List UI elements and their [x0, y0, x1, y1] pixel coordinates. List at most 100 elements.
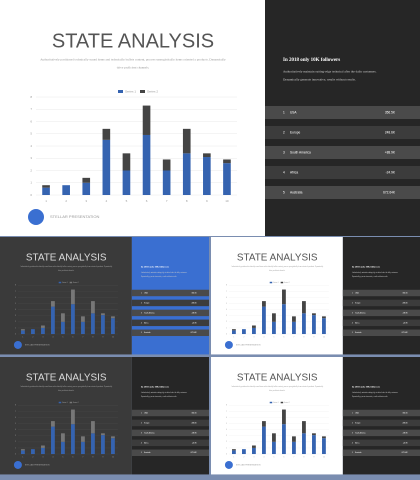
x-tick-label: 3	[43, 336, 44, 338]
table-row	[131, 319, 209, 327]
row-number: 5	[141, 332, 142, 334]
y-tick-label: 6	[226, 417, 227, 419]
x-tick-label: 4	[53, 336, 54, 338]
bar-segment	[282, 304, 286, 335]
bar-segment	[51, 426, 55, 455]
bar-segment	[62, 185, 70, 195]
row-name: USA	[290, 110, 297, 114]
bar-segment	[81, 316, 85, 322]
bar-segment	[203, 153, 211, 158]
panel-text: Dynamically generate innovative, results…	[283, 78, 356, 83]
bar-segment	[82, 182, 91, 195]
bar-segment	[162, 159, 171, 171]
bar-segment	[41, 447, 45, 455]
bar-segment	[223, 159, 231, 164]
y-tick-label: 5	[226, 303, 227, 305]
x-tick-label: 2	[244, 456, 245, 458]
row-value: -24.9K	[403, 442, 409, 444]
row-value: -24.9K	[192, 442, 198, 444]
row-value: +88.9K	[192, 432, 198, 434]
x-tick-label: 5	[126, 199, 128, 203]
table-row	[265, 186, 420, 199]
row-value: 356.5K	[403, 412, 409, 414]
panel-heading: In 2018 only 10K followers	[283, 58, 340, 63]
bar-segment	[322, 316, 326, 319]
bar-segment	[242, 329, 246, 335]
row-value: 356.5K	[385, 110, 396, 114]
y-tick-label: 7	[226, 291, 227, 293]
table-row	[131, 439, 209, 447]
legend-swatch	[58, 281, 62, 284]
row-name: Europe	[290, 130, 301, 134]
table-row	[342, 449, 420, 457]
brand-icon	[224, 460, 233, 469]
bar-segment	[302, 313, 306, 335]
bar-segment	[252, 325, 256, 328]
y-tick-label: 4	[226, 309, 227, 311]
row-value: 248.6K	[192, 302, 198, 304]
brand-icon	[13, 340, 22, 349]
bar-segment	[41, 327, 45, 335]
x-tick-label: 10	[112, 456, 114, 458]
table-row	[131, 429, 209, 437]
bar-segment	[272, 321, 276, 335]
y-tick-label: 2	[15, 321, 16, 323]
bar-segment	[302, 433, 306, 455]
bar-segment	[262, 426, 266, 455]
bar-segment	[21, 449, 25, 451]
bar-segment	[292, 441, 296, 455]
bar-segment	[31, 329, 35, 335]
slide-title: STATE ANALYSIS	[237, 253, 318, 264]
x-tick-label: 8	[93, 456, 94, 458]
x-tick-label: 7	[294, 456, 295, 458]
slide-background	[211, 237, 343, 355]
row-number: 2	[352, 302, 353, 304]
table-row	[342, 319, 420, 327]
row-number: 3	[141, 432, 142, 434]
x-tick-label: 1	[23, 456, 24, 458]
bar-segment	[142, 105, 151, 135]
y-tick-label: 1	[226, 327, 227, 329]
row-number: 5	[352, 332, 353, 334]
bar-segment	[282, 424, 286, 455]
x-tick-label: 2	[33, 456, 34, 458]
slide-background	[0, 357, 132, 475]
y-tick-label: 1	[15, 447, 16, 449]
y-tick-label: 8	[226, 405, 227, 407]
y-tick-label: 7	[30, 107, 32, 111]
row-number: 1	[283, 110, 285, 114]
x-tick-label: 9	[314, 336, 315, 338]
bar-segment	[322, 438, 326, 455]
bar-segment	[91, 433, 95, 455]
bar-segment	[122, 170, 131, 195]
y-tick-label: 5	[30, 132, 32, 136]
bar-segment	[203, 157, 211, 195]
x-tick-label: 2	[65, 199, 67, 203]
x-tick-label: 9	[103, 336, 104, 338]
row-number: 4	[352, 442, 353, 444]
row-value: +88.9K	[385, 150, 396, 154]
y-tick-label: 5	[226, 423, 227, 425]
bar-segment	[252, 447, 256, 455]
y-tick-label: 1	[30, 181, 32, 185]
x-tick-label: 1	[45, 199, 47, 203]
row-value: 672.64K	[402, 332, 409, 334]
bar-segment	[262, 421, 266, 427]
y-tick-label: 3	[226, 315, 227, 317]
bar-segment	[282, 289, 286, 305]
bar-segment	[21, 450, 25, 455]
table-row	[131, 309, 209, 317]
bar-segment	[21, 329, 25, 331]
y-tick-label: 1	[226, 447, 227, 449]
panel-text: Authoritatively maintain cutting-edge te…	[283, 70, 377, 74]
slide-background	[0, 237, 132, 355]
slide-title: STATE ANALYSIS	[52, 30, 214, 52]
bar-segment	[302, 301, 306, 314]
table-row	[342, 309, 420, 317]
x-tick-label: 8	[304, 336, 305, 338]
row-name: Africa	[290, 170, 298, 174]
